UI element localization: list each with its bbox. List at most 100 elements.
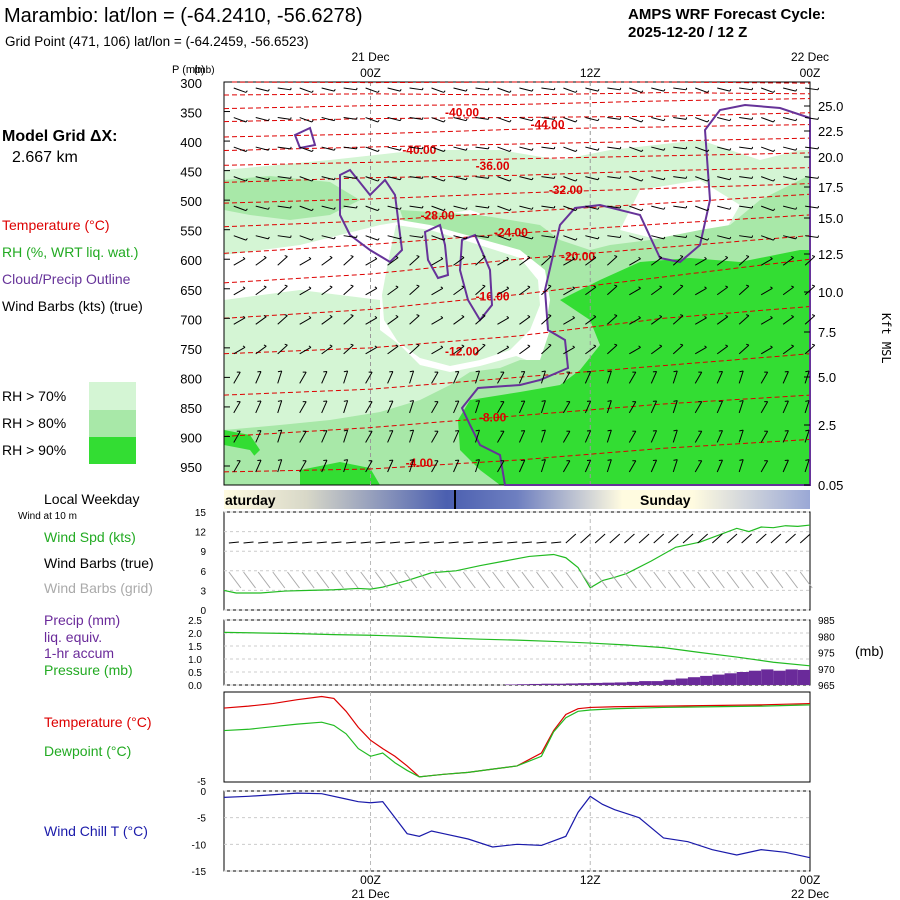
precip-tick-label: 2.0 bbox=[188, 629, 202, 640]
wind-barb bbox=[409, 176, 423, 179]
wind-barb-flag bbox=[770, 345, 773, 348]
pressure-tick-label: 970 bbox=[818, 665, 835, 676]
wind-barb-flag bbox=[685, 117, 688, 120]
wind-barb-flag bbox=[308, 345, 312, 348]
wind-barb bbox=[277, 87, 291, 91]
wind-barb-flag bbox=[659, 314, 663, 318]
wind-barb-flag bbox=[619, 117, 622, 120]
kft-tick-label: 25.0 bbox=[818, 99, 843, 114]
wind-barb bbox=[584, 371, 592, 384]
wind-barb bbox=[233, 117, 247, 123]
wind-barb-flag bbox=[333, 118, 336, 121]
wind-barb-flag bbox=[704, 286, 707, 289]
wind-barb-flag bbox=[416, 284, 420, 287]
wind-barb-flag bbox=[572, 286, 575, 289]
kft-tick-label: 10.0 bbox=[818, 285, 843, 300]
cloud-outline bbox=[423, 223, 450, 280]
wind-barb-flag bbox=[461, 344, 465, 347]
wind-barb-flag bbox=[770, 256, 773, 260]
precip-bar bbox=[578, 683, 591, 685]
wind-barb bbox=[739, 235, 753, 238]
rh-region bbox=[224, 176, 360, 220]
precip-bar bbox=[504, 684, 517, 685]
wind-barb bbox=[628, 460, 637, 473]
temp-contour bbox=[223, 81, 811, 84]
wind-barb bbox=[607, 315, 618, 325]
temp-contour bbox=[223, 193, 811, 228]
windchill-panel bbox=[223, 790, 811, 872]
wind-barb-flag bbox=[541, 370, 546, 373]
wind-barb-flag bbox=[746, 314, 750, 317]
wind-barb-flag bbox=[509, 208, 512, 211]
wind-barb bbox=[233, 235, 247, 241]
surface-wind-barb-grid bbox=[389, 571, 403, 589]
wind-barb-flag bbox=[548, 284, 552, 287]
top-date-label: 22 Dec bbox=[791, 50, 829, 64]
surface-wind-barb-grid bbox=[228, 571, 242, 589]
wind-at-10m-label: Wind at 10 m bbox=[18, 511, 77, 522]
surface-wind-barb bbox=[228, 541, 239, 544]
wind-barb bbox=[299, 430, 307, 443]
wind-barb-flag bbox=[399, 89, 402, 92]
wind-barb-flag bbox=[284, 343, 288, 346]
wind-barb-flag bbox=[506, 256, 510, 260]
wind-barb bbox=[299, 205, 313, 212]
wind-barb-flag bbox=[739, 400, 744, 402]
wind-barb bbox=[255, 235, 269, 240]
wind-barb-flag bbox=[311, 90, 314, 93]
forecast-title: AMPS WRF Forecast Cycle: bbox=[628, 6, 826, 23]
wind-barb-flag bbox=[443, 149, 446, 152]
wind-barb-flag bbox=[772, 90, 776, 93]
surface-wind-barb bbox=[243, 541, 254, 544]
wind-barb bbox=[453, 87, 467, 92]
wind-barb bbox=[365, 117, 379, 123]
wind-barb-flag bbox=[575, 208, 578, 211]
windchill-line bbox=[223, 792, 811, 859]
wind-barb-flag bbox=[739, 370, 744, 373]
wind-barb-flag bbox=[641, 238, 644, 241]
precip-bar bbox=[565, 683, 579, 685]
precip-bar bbox=[748, 670, 762, 685]
surface-wind-barb-grid bbox=[477, 571, 491, 589]
wind-barb bbox=[255, 87, 269, 92]
wind-barb-flag bbox=[465, 89, 468, 92]
top-time-label: 00Z bbox=[360, 66, 381, 80]
wind-barb-flag bbox=[333, 207, 336, 210]
surface-wind-barb bbox=[770, 533, 782, 544]
wind-barb-flag bbox=[751, 235, 754, 238]
pressure-tick-label: 850 bbox=[180, 401, 202, 416]
wind-barb bbox=[760, 317, 773, 325]
wind-barb-flag bbox=[817, 146, 820, 150]
wind-barb bbox=[255, 316, 267, 325]
wind-barb-flag bbox=[614, 255, 618, 258]
wind-barb bbox=[673, 117, 687, 120]
wind-barb-flag bbox=[614, 343, 618, 346]
surface-wind-barb bbox=[726, 533, 738, 544]
wind-barb bbox=[585, 257, 597, 266]
wind-barb bbox=[716, 316, 729, 325]
wind-barb bbox=[695, 87, 708, 93]
wind-barb bbox=[541, 315, 552, 325]
wind-barb-flag bbox=[475, 370, 480, 373]
surface-wind-barb-grid bbox=[536, 571, 549, 589]
wind-barb bbox=[585, 286, 597, 296]
precip-bar bbox=[736, 672, 749, 685]
wind-barb-flag bbox=[553, 87, 556, 90]
bottom-time-label: 00Z bbox=[360, 873, 381, 887]
wind-barb bbox=[277, 285, 288, 296]
wind-barb bbox=[672, 459, 678, 473]
surface-wind-barb bbox=[697, 533, 709, 544]
wind-barb-flag bbox=[350, 314, 354, 317]
wind-barb-flag bbox=[506, 286, 510, 289]
wind-barb-flag bbox=[475, 429, 480, 432]
rh70-swatch bbox=[89, 382, 136, 410]
wind-barb-flag bbox=[509, 149, 512, 152]
pressure-tick-label: 550 bbox=[180, 224, 202, 239]
wind-barb bbox=[321, 176, 335, 181]
wind-barb-flag bbox=[267, 236, 270, 240]
wind-barb-flag bbox=[791, 285, 794, 288]
wind-barb-flag bbox=[751, 146, 754, 150]
wind-barb-flag bbox=[377, 119, 380, 123]
surface-wind-barb bbox=[799, 533, 811, 544]
